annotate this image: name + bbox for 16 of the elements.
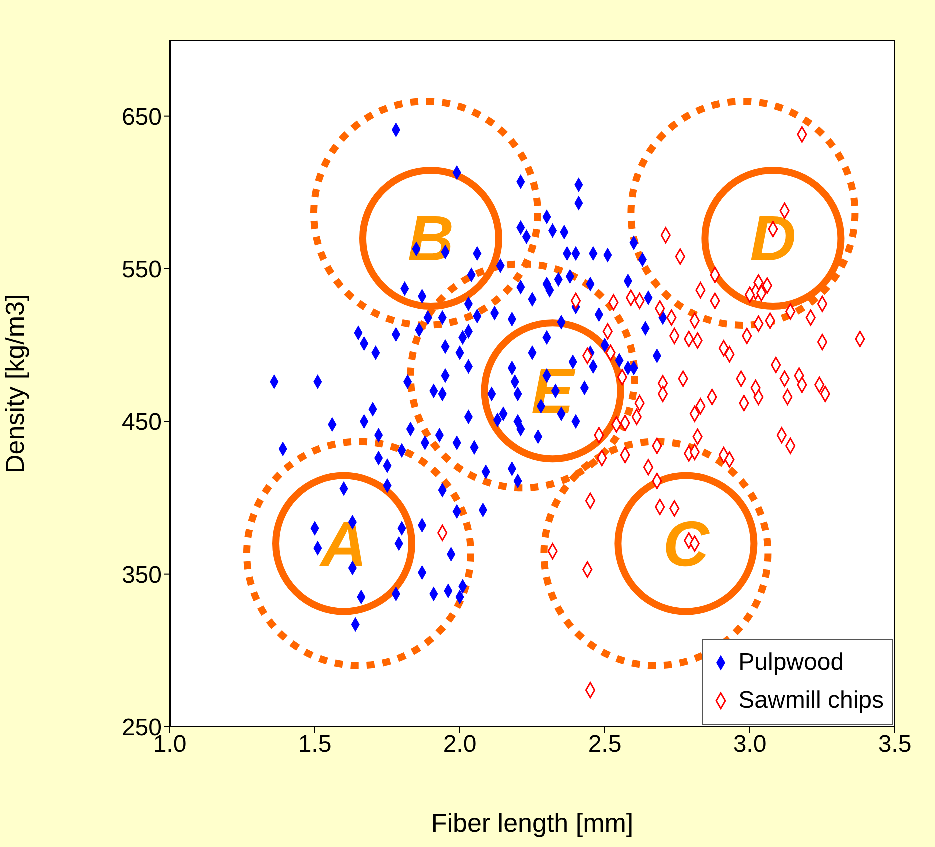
y-tick-label: 650	[122, 104, 162, 131]
x-tick-label: 2.5	[588, 731, 622, 758]
annotation: D	[750, 202, 796, 274]
x-tick-label: 1.5	[298, 731, 332, 758]
annotation: C	[663, 508, 710, 580]
annotation: A	[318, 508, 368, 580]
y-tick-label: 550	[122, 256, 162, 284]
y-axis-title: Density [kg/m3]	[0, 294, 30, 474]
legend-label: Pulpwood	[738, 648, 844, 678]
y-tick-label: 450	[122, 409, 162, 436]
x-axis-title: Fiber length [mm]	[431, 808, 634, 838]
x-tick-label: 2.0	[443, 731, 477, 758]
x-tick-label: 3.0	[733, 731, 767, 758]
legend-label: Sawmill chips	[738, 686, 884, 716]
x-tick-label: 3.5	[878, 731, 912, 758]
y-tick-label: 350	[122, 562, 162, 589]
